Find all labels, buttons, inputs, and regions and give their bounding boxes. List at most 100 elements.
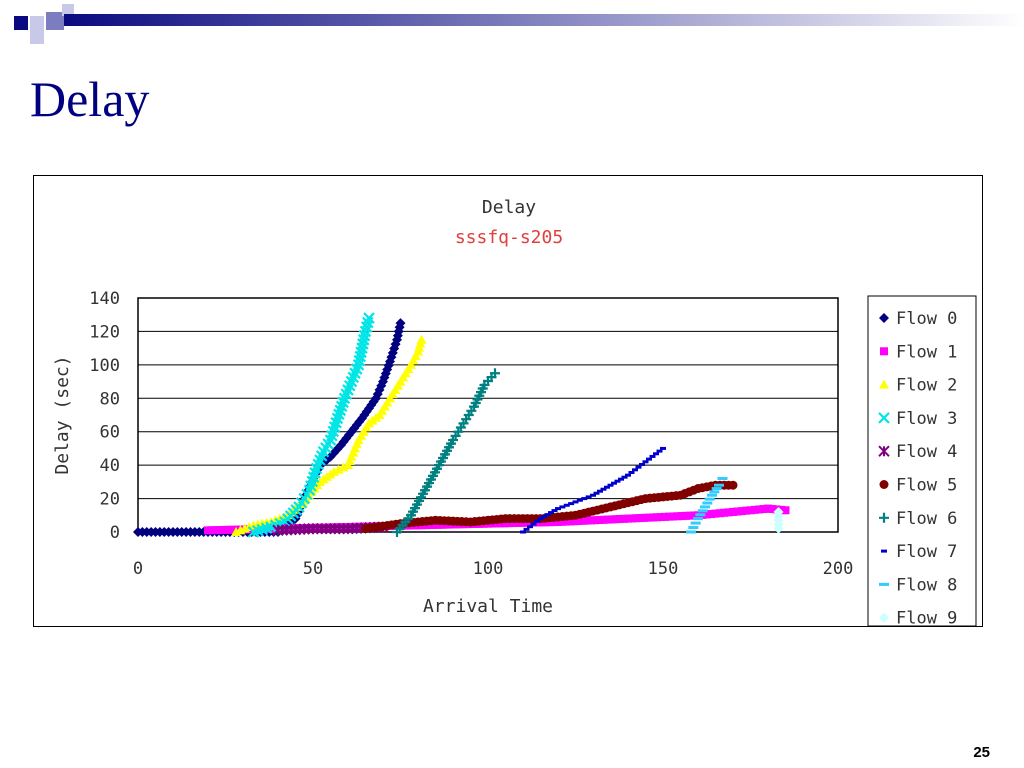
header-square-mid xyxy=(46,12,64,30)
trail-marker xyxy=(357,338,369,350)
series-flow-5 xyxy=(361,480,738,534)
trail-marker xyxy=(343,430,354,441)
trail-marker xyxy=(614,479,621,483)
trail-marker xyxy=(434,520,443,529)
trail-marker xyxy=(688,526,699,530)
legend-marker xyxy=(878,445,890,457)
data-point xyxy=(490,368,500,379)
trail-marker xyxy=(551,509,558,513)
trail-marker xyxy=(621,475,628,479)
x-tick-label: 0 xyxy=(133,559,143,579)
trail-marker xyxy=(599,515,608,524)
trail-marker xyxy=(648,513,657,522)
trail-marker xyxy=(383,360,394,371)
trail-marker xyxy=(737,507,746,516)
data-point xyxy=(686,530,696,534)
y-tick-label: 0 xyxy=(110,523,120,543)
trail-marker xyxy=(628,470,635,474)
trail-marker xyxy=(611,515,620,524)
data-point xyxy=(555,507,561,511)
trail-marker xyxy=(508,519,517,528)
trail-marker xyxy=(720,508,729,517)
legend-label: Flow 9 xyxy=(896,609,957,626)
legend-label: Flow 4 xyxy=(896,442,957,462)
trail-marker xyxy=(358,329,371,342)
series-layer xyxy=(133,312,790,538)
trail-marker xyxy=(582,516,591,525)
data-point xyxy=(728,480,738,490)
trail-marker xyxy=(711,487,722,491)
data-point xyxy=(625,473,631,477)
legend-marker xyxy=(879,512,889,523)
page-number: 25 xyxy=(973,744,990,761)
data-point xyxy=(781,506,790,515)
trail-marker xyxy=(500,519,509,528)
data-point xyxy=(642,460,649,464)
series-flow-6 xyxy=(392,368,500,537)
trail-marker xyxy=(715,509,724,518)
grid-lines xyxy=(138,297,838,533)
trail-marker xyxy=(558,517,567,526)
trail-marker xyxy=(646,457,652,461)
chart-subtitle: sssfq-s205 xyxy=(455,227,563,248)
trail-marker xyxy=(562,517,571,526)
data-point xyxy=(352,359,365,371)
plot-area xyxy=(137,297,839,533)
legend-item: Flow 4 xyxy=(878,442,957,462)
chart-svg: Delay sssfq-s205 0 20 40 60 80 100 120 140 0 50 1… xyxy=(52,197,977,626)
trail-marker xyxy=(632,514,641,523)
trail-marker xyxy=(697,509,708,513)
legend-marker xyxy=(879,612,889,623)
legend-label: Flow 7 xyxy=(896,542,957,562)
data-point xyxy=(717,477,728,481)
data-point xyxy=(204,526,212,535)
trail-marker xyxy=(733,507,742,516)
series-flow-9 xyxy=(773,506,784,534)
trail-marker xyxy=(504,519,513,528)
header-square-dark xyxy=(14,16,28,30)
data-point xyxy=(773,506,784,517)
trail-marker xyxy=(656,449,663,453)
trail-marker xyxy=(523,527,530,531)
trail-marker xyxy=(544,513,551,517)
trail-marker xyxy=(656,513,665,522)
trail-marker xyxy=(635,465,642,469)
y-tick-label: 20 xyxy=(100,490,120,510)
trail-marker xyxy=(600,487,607,491)
trail-marker xyxy=(574,516,583,525)
trail-marker xyxy=(742,506,751,515)
trail-marker xyxy=(527,525,533,529)
trail-marker xyxy=(212,526,221,535)
y-tick-label: 140 xyxy=(89,289,120,309)
legend-item: Flow 0 xyxy=(879,309,957,329)
trail-marker xyxy=(628,514,637,523)
trail-marker xyxy=(566,517,575,526)
data-point xyxy=(590,493,596,497)
trail-marker xyxy=(702,501,713,505)
header-square-light xyxy=(30,16,44,30)
legend-label: Flow 1 xyxy=(896,342,957,362)
data-point xyxy=(660,446,666,450)
trail-marker xyxy=(711,509,720,518)
trail-marker xyxy=(709,490,720,494)
legend-label: Flow 6 xyxy=(896,509,957,529)
y-tick-label: 100 xyxy=(89,356,120,376)
data-point xyxy=(364,403,374,414)
trail-marker xyxy=(707,510,716,519)
trail-marker xyxy=(681,511,690,520)
data-point xyxy=(392,334,402,345)
legend-marker xyxy=(878,412,890,424)
trail-marker xyxy=(755,505,764,514)
y-tick-label: 80 xyxy=(100,389,120,409)
data-point xyxy=(395,318,406,329)
data-point xyxy=(363,312,375,324)
trail-marker xyxy=(208,526,217,535)
legend-item: Flow 9 xyxy=(879,609,957,626)
trail-marker xyxy=(549,518,558,527)
data-point xyxy=(693,517,703,521)
trail-marker xyxy=(548,511,554,515)
trail-marker xyxy=(611,481,617,485)
trail-marker xyxy=(530,522,537,526)
legend-label: Flow 5 xyxy=(896,476,957,496)
legend-item: Flow 5 xyxy=(879,476,957,496)
